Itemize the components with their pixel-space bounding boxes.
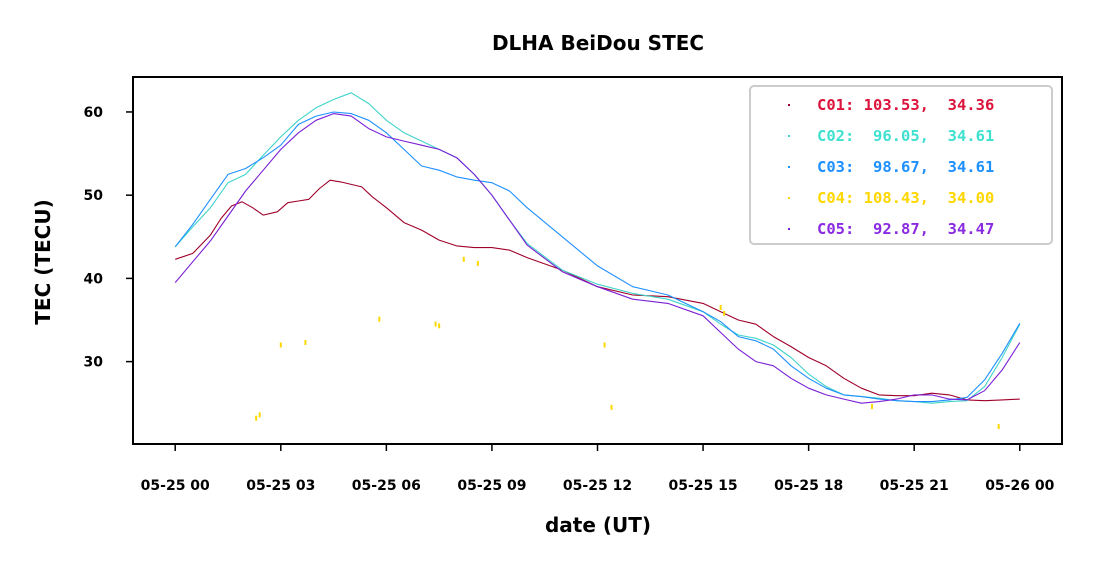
series-point-c04 [279, 342, 282, 348]
y-axis: 30 40 50 60 [84, 105, 133, 371]
x-tick-label: 05-25 03 [246, 478, 315, 494]
x-tick-label: 05-25 15 [668, 478, 737, 494]
x-tick-label: 05-25 18 [774, 478, 843, 494]
legend: C01: 103.53, 34.36 C02: 96.05, 34.61 C03: … [749, 85, 1053, 245]
x-tick-label: 05-25 00 [141, 478, 210, 494]
legend-label-c02: C02: 96.05, 34.61 [817, 127, 994, 145]
x-tick-label: 05-25 06 [352, 478, 421, 494]
legend-label-c03: C03: 98.67, 34.61 [817, 158, 994, 176]
series-layer [174, 92, 1021, 430]
y-tick-label: 50 [84, 188, 104, 204]
y-tick-label: 30 [84, 355, 104, 371]
x-tick-label: 05-26 00 [985, 478, 1054, 494]
series-line-c03 [174, 111, 1021, 403]
x-axis: 05-25 00 05-25 03 05-25 06 05-25 09 05-25 12… [141, 444, 1055, 494]
series-point-c04 [610, 404, 613, 410]
legend-label-c01: C01: 103.53, 34.36 [817, 96, 994, 114]
series-point-c04 [723, 310, 726, 316]
series-line-c05 [174, 113, 1021, 404]
legend-marker-c02 [788, 135, 790, 137]
chart-title: DLHA BeiDou STEC [492, 31, 704, 55]
legend-marker-c03 [788, 166, 790, 168]
legend-items: C01: 103.53, 34.36 C02: 96.05, 34.61 C03: … [788, 96, 994, 238]
series-point-c04 [997, 424, 1000, 430]
legend-marker-c04 [788, 197, 790, 199]
legend-box [749, 85, 1053, 245]
series-point-c04 [719, 305, 722, 311]
y-axis-label: TEC (TECU) [31, 199, 55, 324]
y-tick-label: 40 [84, 271, 104, 287]
series-point-c04 [476, 260, 479, 266]
x-tick-label: 05-25 12 [563, 478, 632, 494]
legend-label-c04: C04: 108.43, 34.00 [817, 189, 994, 207]
series-point-c04 [258, 412, 261, 418]
legend-marker-c05 [788, 228, 790, 230]
legend-marker-c01 [788, 104, 790, 106]
series-point-c04 [304, 339, 307, 345]
series-point-c04 [378, 316, 381, 322]
series-line-c01 [175, 179, 1020, 402]
x-axis-label: date (UT) [545, 513, 651, 537]
legend-label-c05: C05: 92.87, 34.47 [817, 220, 994, 238]
series-point-c04 [255, 415, 258, 421]
series-point-c04 [438, 323, 441, 329]
series-point-c04 [603, 342, 606, 348]
series-point-c04 [434, 321, 437, 327]
x-tick-label: 05-25 09 [457, 478, 526, 494]
series-point-c04 [462, 256, 465, 262]
series-point-c04 [870, 404, 873, 410]
x-tick-label: 05-25 21 [880, 478, 949, 494]
y-tick-label: 60 [84, 105, 104, 121]
